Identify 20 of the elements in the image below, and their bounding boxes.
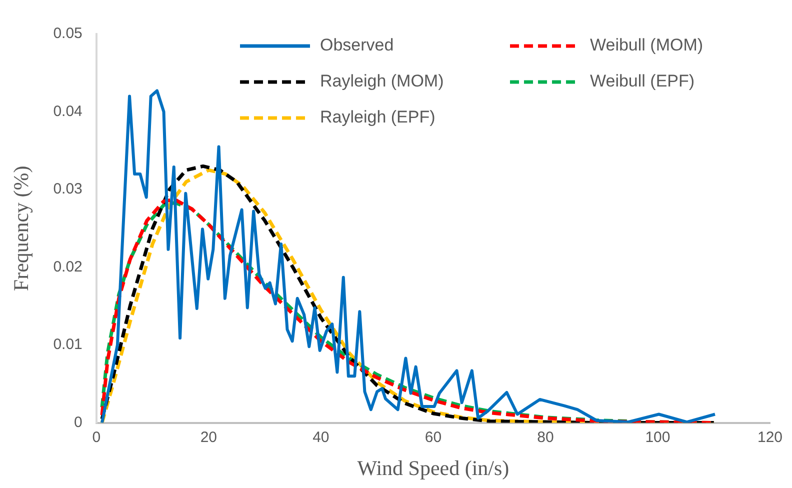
x-axis-title: Wind Speed (in/s) [357, 456, 510, 480]
legend-label: Weibull (EPF) [590, 72, 695, 91]
legend-label: Rayleigh (EPF) [320, 108, 436, 127]
x-tick-label: 20 [200, 428, 218, 446]
x-tick-label: 100 [645, 428, 670, 446]
y-axis-title: Frequency (%) [9, 166, 34, 292]
x-tick-label: 120 [757, 428, 783, 446]
x-tick-label: 60 [424, 428, 442, 446]
x-tick-label: 80 [537, 428, 554, 446]
y-tick-label: 0.03 [53, 180, 82, 198]
y-tick-label: 0.04 [53, 102, 82, 120]
legend-label: Observed [320, 36, 394, 55]
y-tick-label: 0.05 [53, 25, 82, 42]
legend-label: Rayleigh (MOM) [320, 72, 444, 91]
x-tick-label: 40 [312, 428, 330, 446]
y-tick-label: 0 [74, 414, 82, 431]
y-tick-label: 0.02 [53, 258, 82, 276]
x-tick-label: 0 [92, 428, 101, 446]
legend-label: Weibull (MOM) [590, 36, 704, 55]
y-tick-label: 0.01 [53, 336, 82, 354]
